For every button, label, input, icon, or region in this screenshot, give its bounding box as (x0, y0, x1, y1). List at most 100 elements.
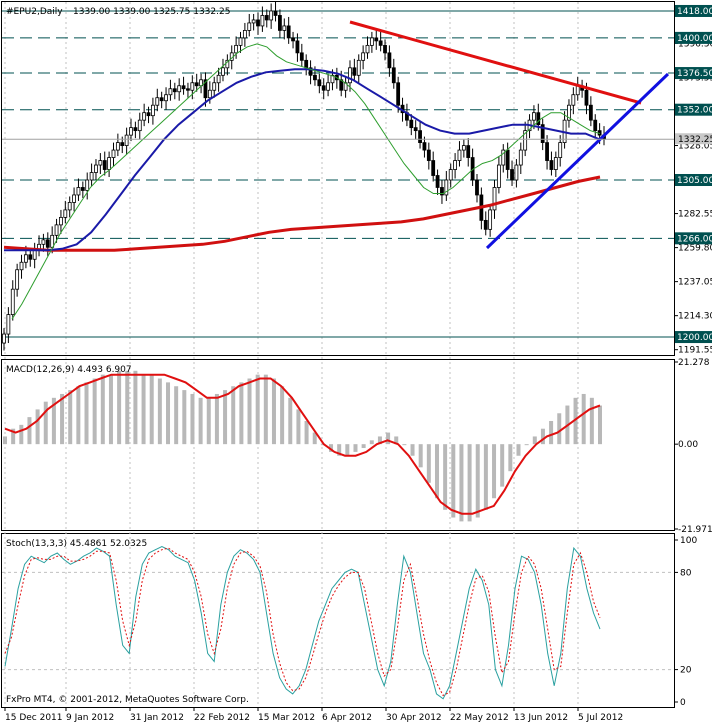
candle-body (32, 249, 37, 260)
candle-body (571, 94, 576, 106)
candle-body (41, 239, 46, 245)
level-label: 1200.00 (677, 333, 712, 343)
candle-body (19, 261, 24, 271)
macd-histogram (3, 370, 602, 522)
candle-body (488, 209, 493, 230)
macd-bar (141, 374, 146, 445)
macd-bar (557, 413, 562, 445)
candle-body (536, 112, 541, 126)
candle-body (448, 169, 453, 181)
candle-body (374, 37, 379, 42)
downtrend-line[interactable] (349, 20, 642, 105)
candle-body (418, 130, 422, 144)
macd-bar (516, 444, 521, 456)
macd-bar (166, 382, 171, 445)
candle-body (326, 82, 330, 91)
candle-body (151, 104, 155, 117)
candle-body (299, 52, 304, 61)
candle-body (177, 85, 182, 93)
candle-body (181, 85, 186, 90)
candle-body (98, 160, 103, 166)
macd-bar (598, 405, 602, 445)
candle-body (278, 15, 282, 31)
candle-body (54, 224, 59, 236)
level-label: 1418.00 (677, 7, 712, 17)
candle-body (129, 127, 133, 136)
candle-body (514, 164, 519, 181)
macd-bar (410, 444, 415, 456)
candle-body (124, 134, 129, 146)
macd-bar (361, 444, 366, 449)
macd-bar (35, 409, 40, 445)
macd-bar (223, 390, 228, 445)
candle-body (45, 239, 50, 248)
candle-body (431, 160, 436, 176)
candle-body (207, 89, 212, 99)
candle-body (426, 149, 431, 161)
candle-body (510, 169, 514, 181)
moving-average-mid (4, 68, 601, 252)
chart-title: #EPU2,Daily (6, 7, 63, 17)
ohlc-readout: 1339.00 1339.00 1325.75 1332.25 (73, 7, 230, 17)
candle-body (361, 52, 366, 61)
candle-body (378, 40, 383, 46)
candle-body (383, 44, 387, 54)
macd-bar (320, 444, 325, 446)
date-label: 22 Feb 2012 (194, 713, 250, 723)
candle-body (242, 30, 247, 39)
candle-body (216, 74, 221, 84)
candle-body (588, 104, 593, 121)
candle-body (190, 82, 195, 91)
uptrend-line[interactable] (485, 72, 670, 250)
date-label: 9 Jan 2012 (66, 713, 114, 723)
candle-body (466, 145, 471, 158)
macd-bar (573, 397, 578, 445)
level-label: 1400.00 (677, 34, 712, 44)
macd-tick-label: 21.278 (678, 358, 710, 368)
candle-body (234, 44, 239, 54)
candle-body (558, 142, 563, 158)
candle-body (2, 333, 6, 344)
stoch-panel-frame (1, 533, 675, 708)
macd-bar (312, 432, 317, 445)
macd-bar (524, 444, 529, 446)
candle-body (168, 88, 173, 96)
macd-bar (369, 440, 374, 445)
date-axis: 15 Dec 2011 9 Jan 2012 31 Jan 2012 22 Feb 2… (4, 707, 623, 723)
candle-body (308, 67, 313, 76)
stoch-signal-line (4, 547, 601, 697)
stoch-levels (2, 571, 674, 671)
macd-bar (43, 401, 48, 445)
candle-body (505, 149, 510, 170)
copyright-text: FxPro MT4, © 2001-2012, MetaQuotes Softw… (6, 695, 249, 705)
candle-body (94, 164, 98, 173)
candle-body (435, 175, 440, 188)
candle-body (352, 67, 357, 76)
macd-bar (84, 382, 89, 445)
candle-body (251, 19, 256, 24)
macd-bar (492, 444, 497, 499)
candle-body (133, 127, 138, 132)
macd-bar (475, 444, 480, 518)
macd-bar (459, 444, 464, 522)
candle-body (221, 67, 225, 76)
macd-bar (263, 374, 268, 445)
macd-bar (434, 444, 439, 499)
candle-body (413, 127, 418, 132)
candle-body (6, 314, 11, 335)
candle-body (159, 97, 164, 102)
candle-body (549, 160, 554, 170)
price-tick-label: 1214.30 (678, 312, 712, 322)
date-label: 5 Jul 2012 (578, 713, 623, 723)
macd-tick-label: 0.00 (678, 440, 698, 450)
date-label: 6 Apr 2012 (322, 713, 372, 723)
stoch-main-line (4, 545, 601, 700)
macd-bar (418, 444, 423, 468)
candle-body (461, 145, 466, 151)
macd-bar (133, 370, 138, 445)
stoch-title: Stoch(13,3,3) 45.4861 52.0325 (6, 539, 147, 549)
candle-body (102, 160, 107, 170)
macd-bar (19, 424, 24, 445)
level-labels: 1418.00 1400.00 1376.50 1352.00 1305.00 1266.… (675, 4, 712, 344)
